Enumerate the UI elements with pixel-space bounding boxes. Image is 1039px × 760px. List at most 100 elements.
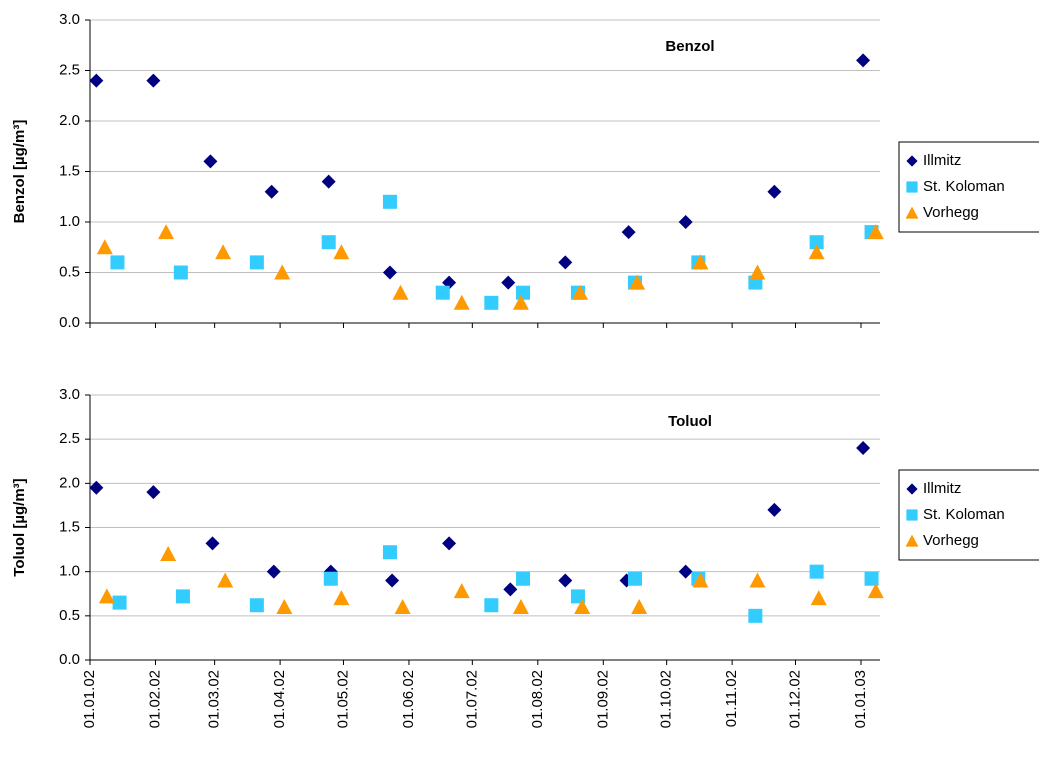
- point: [274, 264, 291, 280]
- y-tick-label: 0.0: [59, 651, 80, 668]
- point: [501, 275, 516, 290]
- point: [385, 573, 400, 588]
- point: [631, 599, 648, 614]
- point: [503, 582, 518, 597]
- x-tick-label: 01.06.02: [400, 670, 417, 728]
- legend-box: [898, 141, 1039, 233]
- point: [627, 571, 642, 586]
- legend-marker: [905, 534, 919, 547]
- point: [110, 255, 125, 270]
- x-tick-label: 01.01.02: [81, 670, 98, 728]
- x-tick-label: 01.11.02: [723, 670, 740, 727]
- legend-box: [898, 469, 1039, 561]
- legend-label: Illmitz: [923, 152, 961, 169]
- point: [629, 274, 646, 290]
- y-tick-label: 2.0: [59, 112, 80, 129]
- point: [558, 255, 573, 270]
- point: [484, 598, 499, 613]
- y-axis-title: Benzol [µg/m³]: [11, 120, 28, 224]
- point: [749, 572, 766, 588]
- x-tick-label: 01.12.02: [786, 670, 803, 728]
- point: [205, 536, 220, 551]
- point: [382, 194, 397, 209]
- point: [678, 564, 693, 579]
- y-tick-label: 0.5: [59, 607, 80, 624]
- point: [382, 265, 397, 280]
- legend-label: Illmitz: [923, 480, 961, 497]
- legend-marker: [906, 155, 918, 167]
- point: [321, 235, 336, 250]
- point: [810, 590, 827, 606]
- y-tick-label: 1.0: [59, 563, 80, 580]
- legend-marker: [906, 509, 918, 521]
- x-tick-label: 01.01.03: [852, 670, 869, 728]
- point: [266, 564, 281, 579]
- legend-label: St. Koloman: [923, 178, 1005, 195]
- point: [767, 502, 782, 517]
- point: [96, 239, 113, 255]
- point: [89, 480, 104, 495]
- point: [516, 285, 531, 300]
- point: [558, 573, 573, 588]
- x-tick-label: 01.05.02: [334, 670, 351, 728]
- x-tick-label: 01.02.02: [146, 670, 163, 728]
- point: [382, 545, 397, 560]
- point: [621, 225, 636, 240]
- point: [89, 73, 104, 88]
- x-tick-label: 01.08.02: [529, 670, 546, 728]
- legend-marker: [905, 206, 919, 219]
- point: [512, 294, 529, 310]
- point: [160, 546, 177, 561]
- point: [867, 224, 884, 240]
- point: [203, 154, 218, 169]
- point: [678, 215, 693, 229]
- legend-label: Vorhegg: [923, 204, 979, 221]
- x-tick-label: 01.04.02: [271, 670, 288, 728]
- point: [572, 284, 589, 300]
- point: [394, 599, 411, 614]
- point: [748, 608, 763, 623]
- point: [249, 255, 264, 270]
- y-tick-label: 0.5: [59, 263, 80, 280]
- point: [217, 572, 234, 588]
- point: [453, 583, 470, 599]
- point: [692, 254, 709, 270]
- chart-title: Benzol: [665, 38, 714, 55]
- y-tick-label: 2.5: [59, 61, 80, 78]
- point: [809, 564, 824, 579]
- legend-marker: [906, 181, 918, 193]
- legend-label: St. Koloman: [923, 506, 1005, 523]
- point: [442, 536, 457, 551]
- point: [516, 571, 531, 586]
- y-tick-label: 3.0: [59, 11, 80, 28]
- chart-title: Toluol: [668, 413, 712, 430]
- point: [321, 174, 336, 189]
- point: [484, 295, 499, 310]
- point: [512, 599, 529, 614]
- point: [809, 235, 824, 250]
- point: [856, 53, 871, 68]
- y-tick-label: 2.5: [59, 430, 80, 447]
- point: [453, 294, 470, 310]
- point: [574, 599, 591, 614]
- y-tick-label: 1.5: [59, 518, 80, 535]
- legend-label: Vorhegg: [923, 532, 979, 549]
- point: [323, 571, 338, 586]
- point: [570, 589, 585, 604]
- point: [146, 73, 161, 88]
- point: [808, 244, 825, 260]
- y-tick-label: 1.5: [59, 162, 80, 179]
- point: [749, 264, 766, 280]
- legend-marker: [906, 483, 918, 495]
- point: [392, 284, 409, 300]
- point: [215, 244, 232, 260]
- point: [173, 265, 188, 280]
- x-tick-label: 01.10.02: [658, 670, 675, 728]
- point: [98, 588, 115, 604]
- point: [158, 224, 175, 240]
- point: [175, 589, 190, 604]
- x-tick-label: 01.03.02: [206, 670, 223, 728]
- point: [333, 244, 350, 260]
- point: [146, 485, 161, 500]
